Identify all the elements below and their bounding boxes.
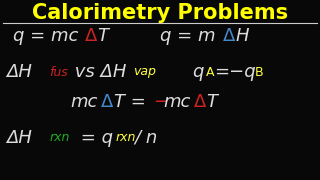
Text: mc: mc	[163, 93, 191, 111]
Text: = q: = q	[75, 129, 113, 147]
Text: Calorimetry Problems: Calorimetry Problems	[32, 3, 288, 23]
Text: fus: fus	[50, 66, 68, 78]
Text: H: H	[235, 27, 249, 45]
Text: vap: vap	[133, 66, 156, 78]
Text: Δ: Δ	[222, 27, 235, 45]
Text: T: T	[98, 27, 108, 45]
Text: T =: T =	[114, 93, 151, 111]
Text: ΔH: ΔH	[6, 129, 32, 147]
Text: B: B	[254, 66, 263, 78]
Text: vs ΔH: vs ΔH	[69, 63, 126, 81]
Text: T: T	[206, 93, 217, 111]
Text: Δ: Δ	[101, 93, 113, 111]
Text: q = mc: q = mc	[13, 27, 78, 45]
Text: =−q: =−q	[214, 63, 256, 81]
Text: rxn: rxn	[115, 131, 136, 144]
Text: A: A	[206, 66, 215, 78]
Text: Δ: Δ	[85, 27, 97, 45]
Text: q: q	[192, 63, 204, 81]
Text: −: −	[154, 93, 169, 111]
Text: mc: mc	[70, 93, 98, 111]
Text: ΔH: ΔH	[6, 63, 32, 81]
Text: rxn: rxn	[50, 131, 70, 144]
Text: / n: / n	[134, 129, 158, 147]
Text: Δ: Δ	[194, 93, 206, 111]
Text: q = m: q = m	[160, 27, 215, 45]
